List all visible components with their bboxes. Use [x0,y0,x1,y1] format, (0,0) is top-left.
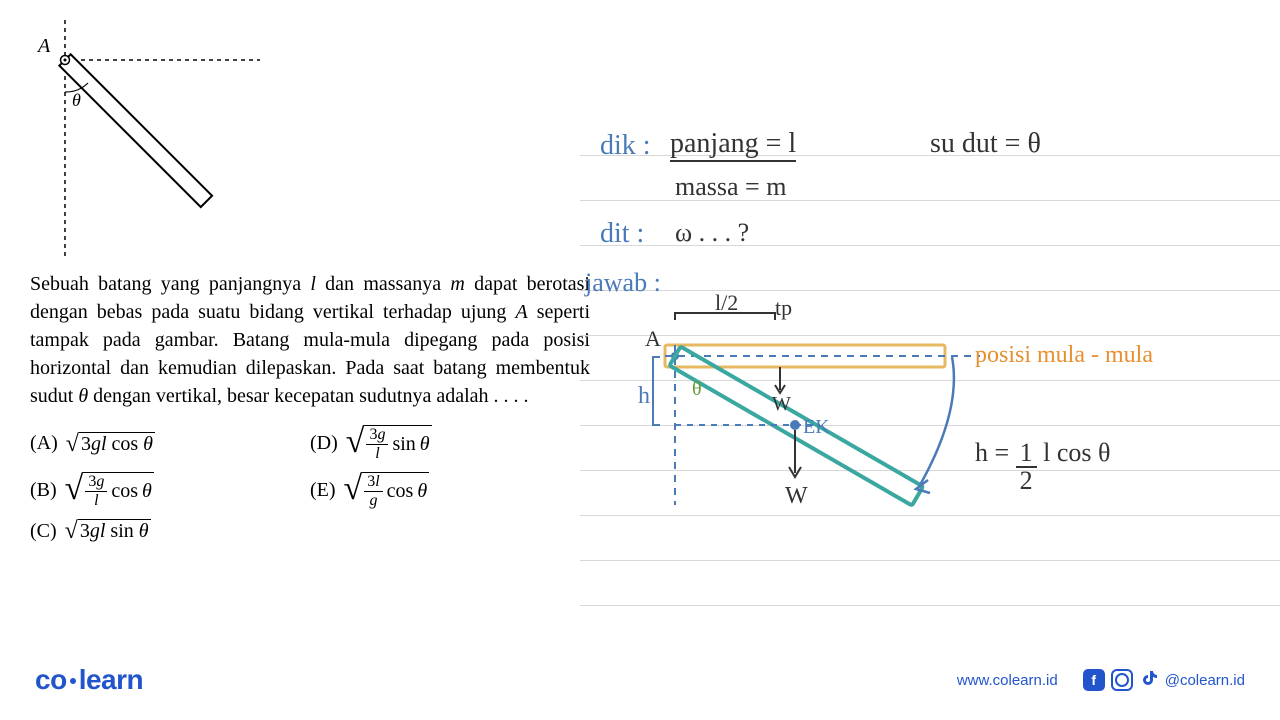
diagram-label-theta: θ [72,90,81,110]
option-label: (C) [30,520,57,543]
answer-options: (A) √3gl cos θ (D) √3gl sin θ (B) √3gl c… [30,425,590,543]
hw-sudut: su dut = θ [930,128,1041,160]
hw-massa: massa = m [675,172,786,202]
option-label: (A) [30,432,58,455]
footer-url: www.colearn.id [957,672,1058,689]
svg-text:W: W [785,483,808,509]
hw-dik: dik : [600,130,651,162]
svg-text:h: h [638,383,650,409]
option-e: (E) √3lg cos θ [310,472,590,509]
logo-dot-icon [70,678,76,684]
option-a: (A) √3gl cos θ [30,425,310,462]
option-d: (D) √3gl sin θ [310,425,590,462]
svg-text:W: W [772,393,791,415]
handwritten-solution: dik : panjang = l su dut = θ massa = m d… [580,110,1280,670]
option-label: (D) [310,432,338,455]
svg-text:θ: θ [692,378,702,400]
option-b: (B) √3gl cos θ [30,472,310,509]
hw-l2: l/2 [715,290,738,316]
svg-text:EK: EK [803,416,830,438]
hw-tp: tp [775,295,792,321]
hw-jawab: jawab : [585,268,661,298]
handwritten-sketch: h θ W EK W [620,295,1000,525]
footer: colearn www.colearn.id f @colearn.id [0,660,1280,700]
hw-posisi: posisi mula - mula [975,342,1153,369]
social-icons: f @colearn.id [1083,669,1245,691]
colearn-logo: colearn [35,664,143,696]
footer-right: www.colearn.id f @colearn.id [957,669,1245,691]
hw-a-label: A [645,326,661,352]
option-c: (C) √3gl sin θ [30,519,310,543]
logo-co: co [35,664,67,695]
hw-h-equation: h = 12 l cos θ [975,440,1111,494]
instagram-icon [1111,669,1133,691]
question-panel: A θ Sebuah batang yang panjangnya l dan … [30,20,590,543]
hw-omega: ω . . . ? [675,218,749,248]
option-label: (B) [30,479,57,502]
facebook-icon: f [1083,669,1105,691]
tiktok-icon [1139,669,1159,691]
logo-learn: learn [79,664,143,695]
footer-handle: @colearn.id [1165,672,1245,689]
diagram-label-a: A [36,35,51,57]
hw-dit: dit : [600,218,644,250]
option-label: (E) [310,479,336,502]
rod-diagram: A θ [30,20,260,260]
hw-panjang: panjang = l [670,128,796,162]
question-text: Sebuah batang yang panjangnya l dan mass… [30,270,590,410]
